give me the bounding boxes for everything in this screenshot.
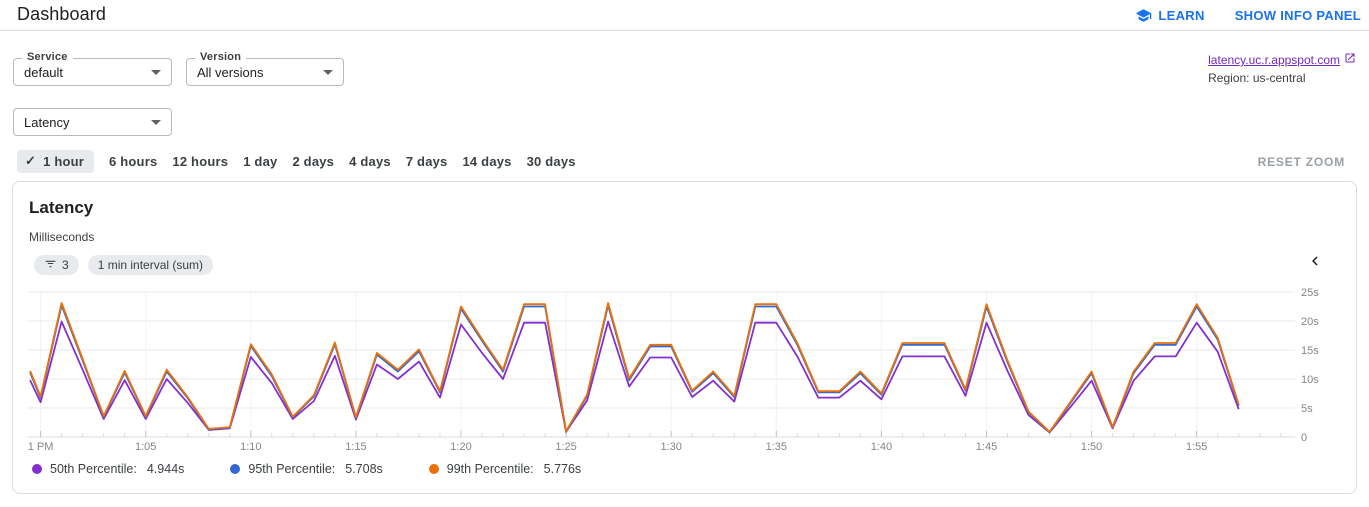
version-select-label: Version bbox=[195, 51, 247, 63]
legend-dot-50th bbox=[32, 464, 42, 474]
latency-line-chart[interactable]: 25s 20s 15s 10s 5s 0 1 PM 1:05 1:10 1:15 1:20 1:25 1… bbox=[14, 282, 1346, 458]
filter-chip-count: 3 bbox=[62, 258, 69, 272]
chart-unit-label: Milliseconds bbox=[29, 230, 95, 244]
time-range-1-hour[interactable]: ✓ 1 hour bbox=[17, 150, 95, 173]
legend-dot-95th bbox=[230, 464, 241, 474]
app-region: Region: us-central bbox=[1208, 71, 1306, 85]
filter-chip[interactable]: 3 bbox=[34, 255, 79, 275]
x-axis-label: 1:20 bbox=[450, 441, 471, 453]
y-axis-label: 20s bbox=[1301, 316, 1319, 328]
service-select-value: default bbox=[24, 64, 64, 80]
learn-label: LEARN bbox=[1158, 8, 1205, 23]
app-info: latency.uc.r.appspot.com Region: us-cent… bbox=[1208, 51, 1356, 85]
time-range-7-days[interactable]: 7 days bbox=[405, 154, 448, 169]
x-axis-label: 1:45 bbox=[976, 441, 997, 453]
time-range-4-days[interactable]: 4 days bbox=[349, 154, 391, 169]
x-axis-label: 1:40 bbox=[871, 441, 892, 453]
x-axis-label: 1:50 bbox=[1081, 441, 1102, 453]
chart-chip-row: 3 1 min interval (sum) bbox=[34, 255, 214, 275]
interval-chip[interactable]: 1 min interval (sum) bbox=[87, 255, 214, 275]
filter-list-icon bbox=[44, 257, 57, 273]
version-select-value: All versions bbox=[197, 64, 264, 80]
graduation-cap-icon bbox=[1135, 7, 1152, 24]
y-axis-label: 5s bbox=[1301, 403, 1313, 415]
x-axis-label: 1:05 bbox=[135, 441, 156, 453]
x-axis-label: 1:10 bbox=[240, 441, 261, 453]
time-range-12-hours[interactable]: 12 hours bbox=[172, 154, 229, 169]
legend-item-95th[interactable]: 95th Percentile: 5.708s bbox=[230, 462, 383, 476]
y-axis-label: 0 bbox=[1301, 432, 1307, 444]
time-range-14-days[interactable]: 14 days bbox=[462, 154, 512, 169]
series-line-99th-percentile bbox=[29, 302, 1240, 433]
x-axis-label: 1:30 bbox=[660, 441, 681, 453]
x-axis-label: 1:25 bbox=[555, 441, 576, 453]
show-info-panel-label: SHOW INFO PANEL bbox=[1234, 8, 1361, 23]
check-icon: ✓ bbox=[25, 153, 37, 168]
time-range-row: ✓ 1 hour 6 hours 12 hours 1 day 2 days 4… bbox=[17, 150, 576, 173]
x-axis-label: 1:15 bbox=[345, 441, 366, 453]
time-range-1-day[interactable]: 1 day bbox=[243, 154, 278, 169]
time-range-30-days[interactable]: 30 days bbox=[526, 154, 576, 169]
header-actions: LEARN SHOW INFO PANEL bbox=[1135, 0, 1361, 31]
latency-chart-card: Latency Milliseconds 3 1 min interval (s… bbox=[12, 181, 1357, 494]
x-axis-label: 1 PM bbox=[28, 441, 54, 453]
chevron-down-icon bbox=[151, 69, 161, 75]
series-line-50th-percentile bbox=[29, 320, 1240, 434]
chevron-down-icon bbox=[151, 119, 161, 125]
page-header: Dashboard LEARN SHOW INFO PANEL bbox=[0, 0, 1369, 31]
learn-button[interactable]: LEARN bbox=[1135, 7, 1204, 24]
time-range-2-days[interactable]: 2 days bbox=[292, 154, 335, 169]
reset-zoom-button[interactable]: RESET ZOOM bbox=[1257, 155, 1345, 169]
service-select[interactable]: Service default bbox=[13, 51, 172, 86]
version-select[interactable]: Version All versions bbox=[186, 51, 344, 86]
page-title: Dashboard bbox=[17, 4, 106, 24]
app-url-link[interactable]: latency.uc.r.appspot.com bbox=[1208, 53, 1340, 67]
legend-item-99th[interactable]: 99th Percentile: 5.776s bbox=[428, 462, 581, 476]
metric-select-value: Latency bbox=[24, 114, 70, 130]
service-select-label: Service bbox=[22, 51, 73, 63]
legend-item-50th[interactable]: 50th Percentile: 4.944s bbox=[32, 462, 184, 476]
chevron-down-icon bbox=[323, 69, 333, 75]
chart-title: Latency bbox=[29, 198, 94, 217]
show-info-panel-button[interactable]: SHOW INFO PANEL bbox=[1235, 8, 1361, 23]
chevron-left-icon[interactable] bbox=[1306, 252, 1324, 270]
legend-dot-99th bbox=[428, 464, 439, 474]
y-axis-label: 25s bbox=[1301, 287, 1319, 299]
time-range-6-hours[interactable]: 6 hours bbox=[109, 154, 158, 169]
y-axis-label: 15s bbox=[1301, 345, 1319, 357]
metric-select[interactable]: Latency bbox=[13, 108, 172, 136]
chart-legend: 50th Percentile: 4.944s 95th Percentile:… bbox=[32, 462, 581, 476]
open-in-new-icon bbox=[1344, 51, 1356, 69]
y-axis-label: 10s bbox=[1301, 374, 1319, 386]
x-axis-label: 1:55 bbox=[1186, 441, 1207, 453]
x-axis-label: 1:35 bbox=[766, 441, 787, 453]
